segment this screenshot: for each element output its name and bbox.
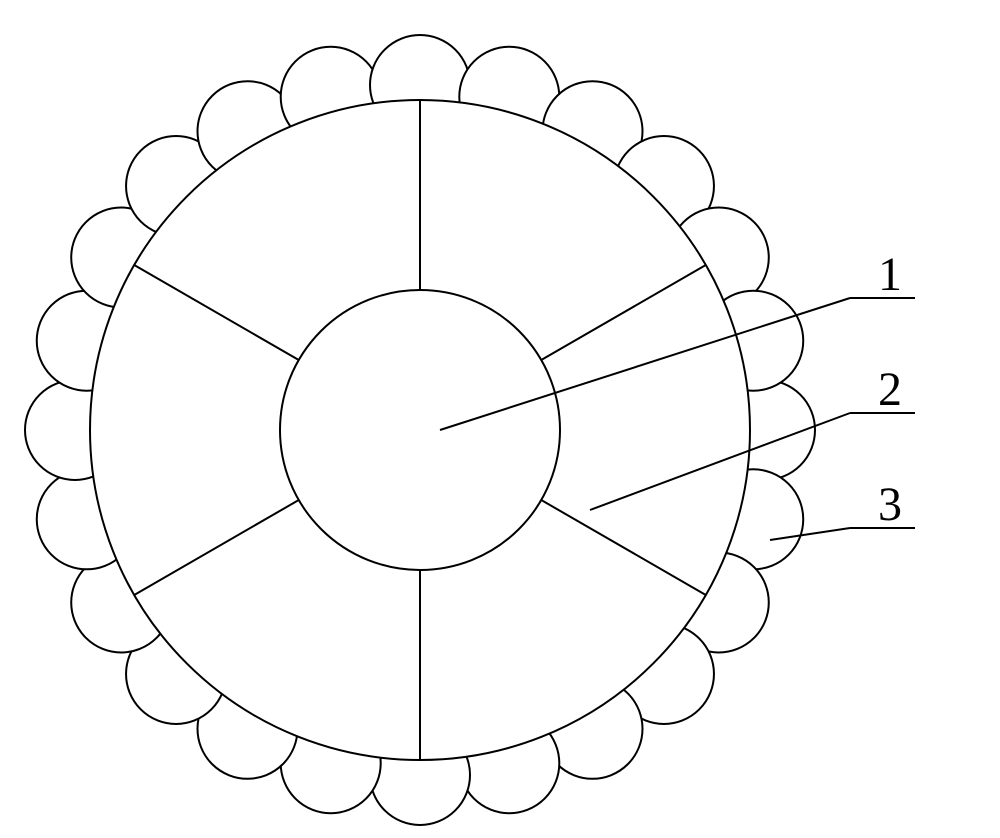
inner-core-circle [280,290,560,570]
callout-label-3: 3 [878,478,902,531]
callout-label-2: 2 [878,363,902,416]
cable-cross-section-diagram [25,35,815,825]
callout-label-1: 1 [878,248,902,301]
